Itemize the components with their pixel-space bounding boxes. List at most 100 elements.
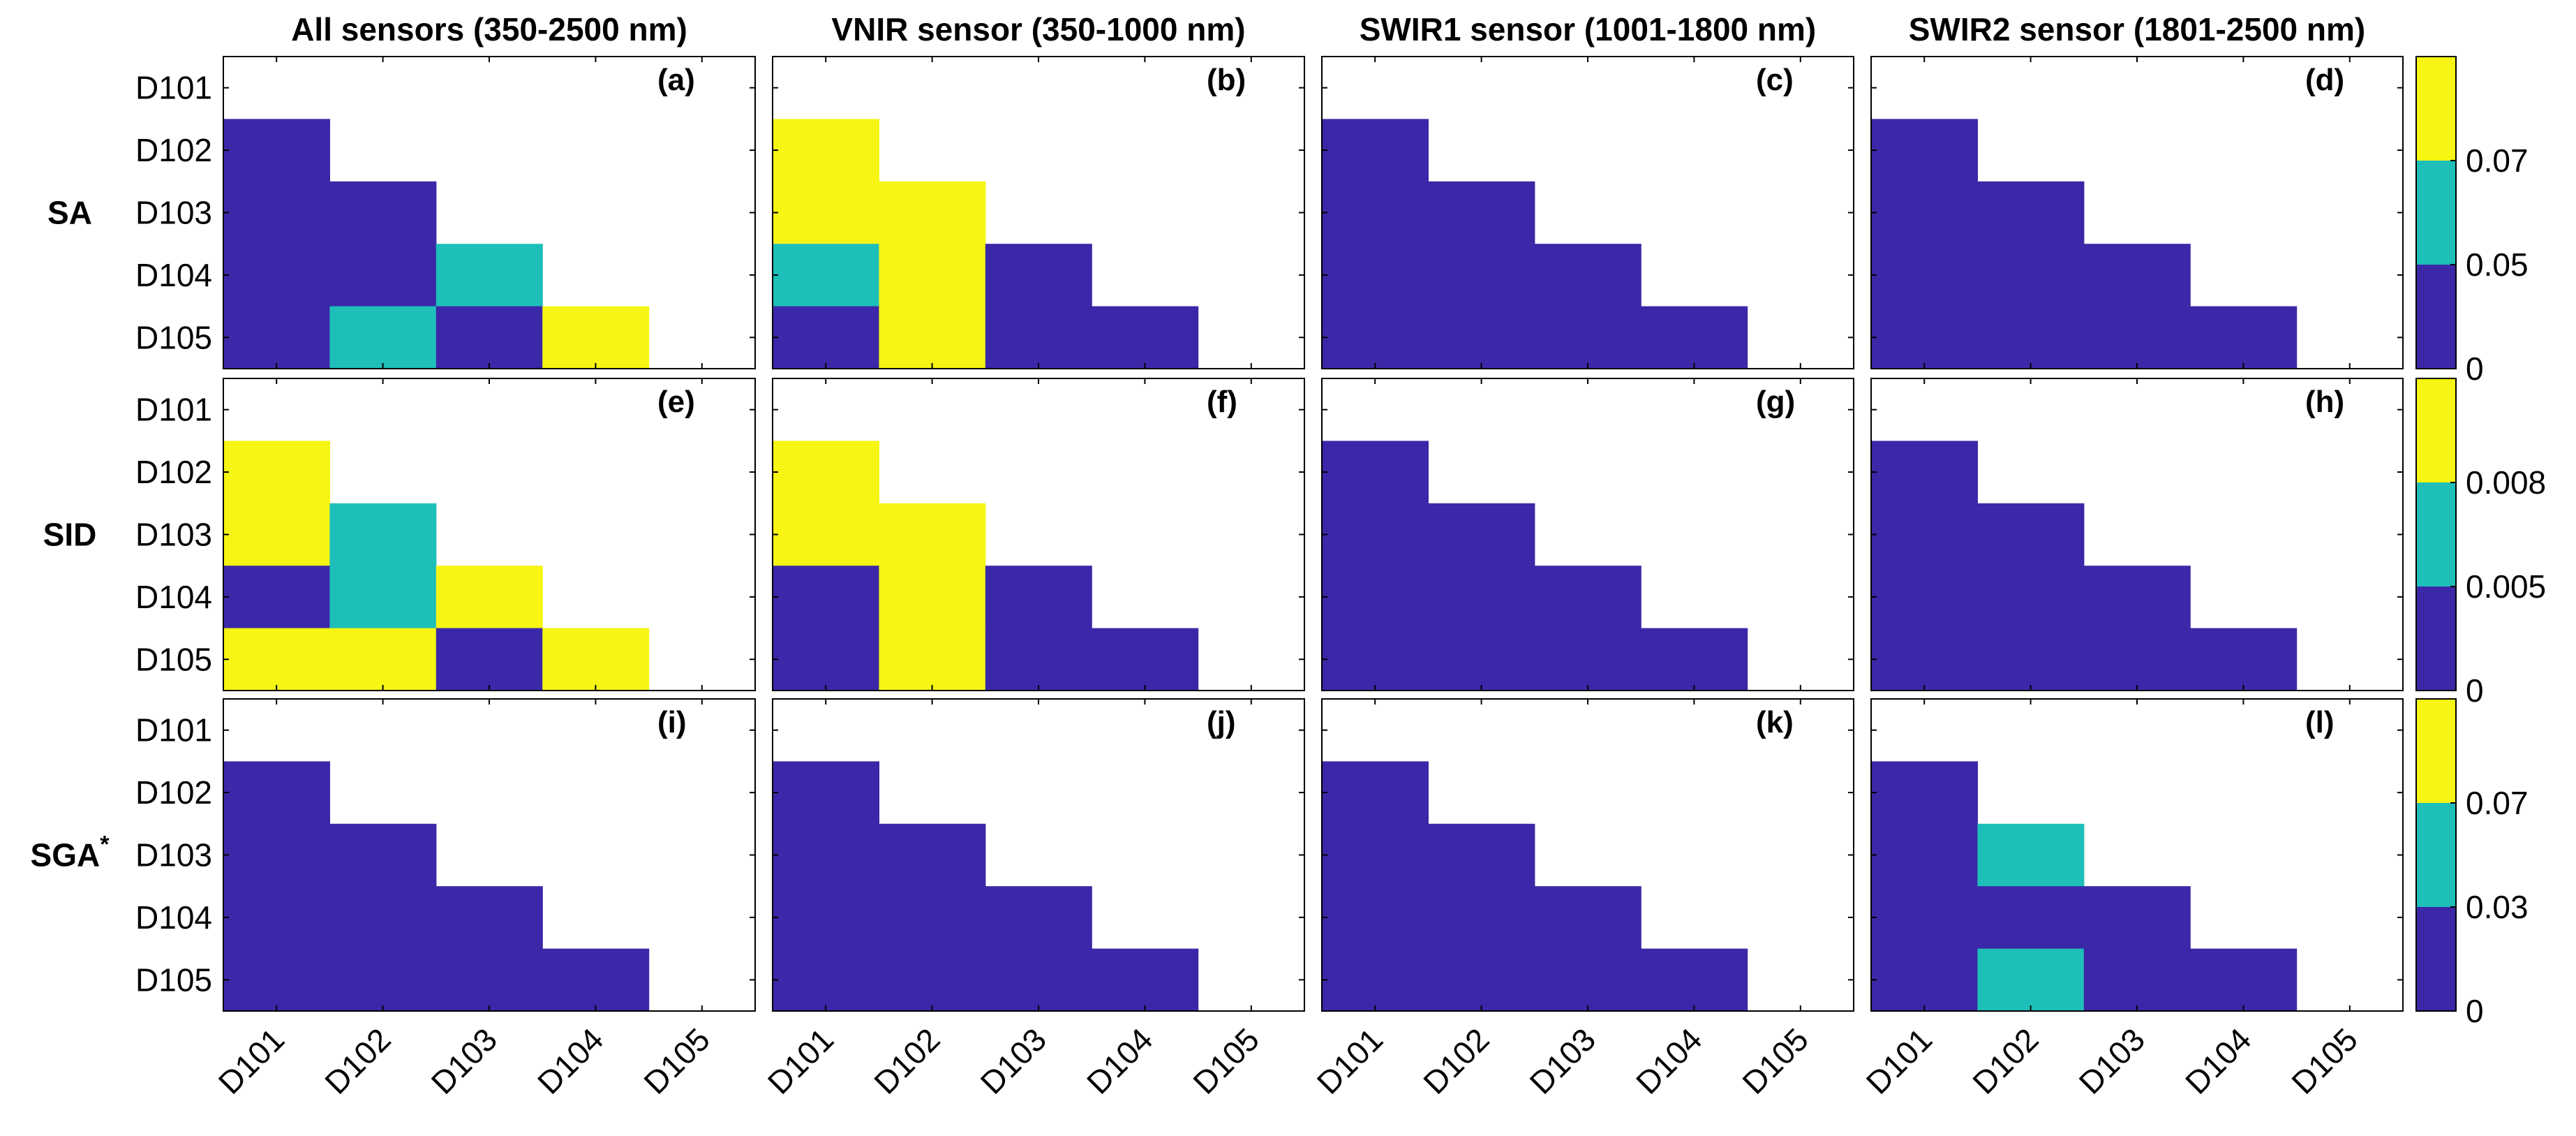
y-tick-label: D104 (135, 899, 212, 936)
x-tick-label: D103 (1523, 1021, 1603, 1101)
colorbar-frame (2415, 378, 2457, 691)
colorbar-frame (2415, 56, 2457, 369)
heatmap-cell (1322, 566, 1429, 629)
column-title: SWIR1 sensor (1001-1800 nm) (1360, 11, 1817, 47)
colorbar-segment (2416, 482, 2456, 587)
heatmap-cell (773, 628, 879, 691)
heatmap-cell (1534, 628, 1641, 691)
heatmap-cell (2190, 628, 2298, 691)
heatmap-cell (1428, 628, 1535, 691)
column-title: All sensors (350-2500 nm) (291, 11, 687, 47)
heatmap-cell (1977, 886, 2085, 950)
y-tick-label: D104 (135, 257, 212, 293)
heatmap-cell (2083, 628, 2191, 691)
heatmap-cell (2083, 244, 2191, 307)
heatmap-cell (773, 181, 879, 244)
heatmap-cell (773, 503, 879, 566)
x-tick-label: D105 (1735, 1021, 1815, 1101)
heatmap-cell (435, 244, 543, 307)
heatmap-cell (223, 119, 330, 182)
x-tick-label: D101 (1310, 1021, 1390, 1101)
x-tick-label: D102 (318, 1021, 398, 1101)
colorbar-segment (2416, 699, 2456, 804)
heatmap-cell (1871, 244, 1978, 307)
panel-label: (g) (1756, 385, 1795, 419)
colorbar: 0 0.03 0.07 (2415, 698, 2529, 1029)
heatmap-cell (1428, 886, 1535, 950)
heatmap-cell (1641, 306, 1748, 369)
heatmap-cell (773, 886, 879, 950)
heatmap-panel: (l) D101 D102 D103 D104 D105 (1859, 698, 2404, 1101)
x-tick-label: D104 (530, 1021, 611, 1101)
heatmap-cell (1322, 823, 1429, 887)
colorbar-tick-label: 0 (2466, 672, 2484, 709)
y-tick-label: D102 (135, 774, 212, 811)
heatmap-cell (985, 566, 1092, 629)
heatmap-cell (435, 306, 543, 369)
heatmap-panel: (h) (1870, 378, 2404, 691)
heatmap-cell (985, 244, 1092, 307)
heatmap-cell (879, 566, 986, 629)
heatmap-cell (223, 628, 330, 691)
heatmap-cell (985, 886, 1092, 950)
heatmap-cell (1322, 628, 1429, 691)
heatmap-cell (435, 948, 543, 1012)
heatmap-cell (773, 566, 879, 629)
heatmap-panel: (i) D101 D102 D103 D104 D105 D101 D102 D103 D104 D… (135, 698, 756, 1101)
heatmap-cell (1534, 244, 1641, 307)
panel-label: (c) (1756, 63, 1794, 97)
row-label: SA (47, 195, 92, 231)
x-tick-label: D101 (1859, 1021, 1940, 1101)
heatmap-cell (1871, 761, 1978, 825)
heatmap-cell (1871, 306, 1978, 369)
heatmap-panel: (f) (772, 378, 1305, 691)
heatmap-cell (985, 948, 1092, 1012)
colorbar-segment (2416, 907, 2456, 1012)
heatmap-cell (1977, 244, 2085, 307)
heatmap-cell (773, 441, 879, 504)
heatmap-cell (329, 244, 437, 307)
colorbar: 0 0.005 0.008 (2415, 378, 2546, 709)
colorbar-segment (2416, 378, 2456, 483)
heatmap-cell (329, 823, 437, 887)
heatmap-cell (1092, 306, 1199, 369)
heatmap-cell (1977, 181, 2085, 244)
panel-label: (f) (1207, 385, 1237, 419)
x-tick-label: D105 (1186, 1021, 1266, 1101)
heatmap-cell (879, 244, 986, 307)
y-tick-label: D101 (135, 392, 212, 428)
heatmap-cell (1534, 306, 1641, 369)
heatmap-cell (1534, 566, 1641, 629)
heatmap-panel: (e) D101 D102 D103 D104 D105 (135, 378, 756, 691)
heatmap-cell (985, 306, 1092, 369)
heatmap-cell (1322, 244, 1429, 307)
colorbar-segment (2416, 57, 2456, 161)
y-tick-label: D105 (135, 641, 212, 677)
heatmap-cell (1871, 181, 1978, 244)
heatmap-cell (1871, 886, 1978, 950)
heatmap-cell (1641, 948, 1748, 1012)
panel-label: (d) (2305, 63, 2344, 97)
x-tick-label: D105 (636, 1021, 717, 1101)
heatmap-cell (1871, 503, 1978, 566)
heatmap-cell (773, 761, 879, 825)
heatmap-cell (773, 119, 879, 182)
heatmap-cell (223, 566, 330, 629)
colorbar-segment (2416, 161, 2456, 265)
colorbar-tick-label: 0.05 (2466, 246, 2529, 283)
heatmap-cell (329, 628, 437, 691)
heatmap-cell (223, 823, 330, 887)
y-tick-label: D103 (135, 195, 212, 231)
heatmap-cell (329, 948, 437, 1012)
row-label-superscript: * (100, 832, 110, 858)
y-tick-label: D101 (135, 712, 212, 748)
row-label: SGA* (31, 832, 110, 873)
colorbar-segment (2416, 803, 2456, 908)
y-tick-label: D105 (135, 319, 212, 355)
heatmap-cell (1977, 628, 2085, 691)
panel-label: (j) (1207, 705, 1236, 739)
x-tick-label: D102 (1416, 1021, 1496, 1101)
colorbar-tick-label: 0.03 (2466, 889, 2529, 925)
heatmap-cell (1428, 306, 1535, 369)
heatmap-cell (542, 306, 650, 369)
